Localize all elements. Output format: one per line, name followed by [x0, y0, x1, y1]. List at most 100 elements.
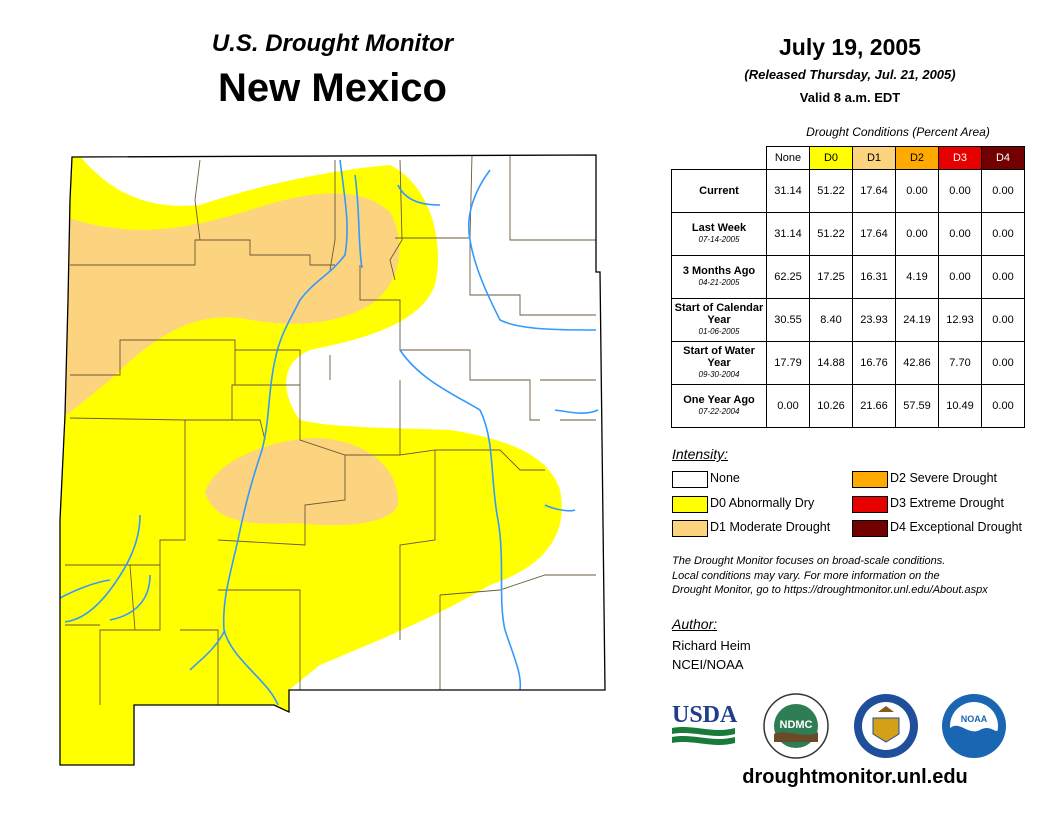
- table-cell: 0.00: [938, 169, 982, 213]
- legend-label: None: [710, 471, 740, 485]
- drought-map: [59, 154, 606, 766]
- table-cell: 10.49: [938, 384, 982, 428]
- row-date: 09-30-2004: [698, 370, 740, 379]
- table-cell: 0.00: [895, 212, 939, 256]
- author-title: Author:: [672, 616, 718, 632]
- note-line-2: Local conditions may vary. For more info…: [672, 569, 940, 582]
- table-header-row: None D0 D1 D2 D3 D4: [672, 146, 1025, 170]
- drought-conditions-table: None D0 D1 D2 D3 D4 Current 31.14 51.22 17.…: [671, 146, 1025, 428]
- usda-logo: USDA: [672, 702, 738, 745]
- rivers: [60, 159, 599, 706]
- table-row: 3 Months Ago 04-21-2005 62.25 17.25 16.31 4.1…: [671, 255, 1025, 299]
- table-cell: 51.22: [809, 169, 853, 213]
- legend-swatch: [672, 520, 708, 537]
- table-cell: 0.00: [981, 255, 1025, 299]
- drought-areas: [60, 155, 605, 765]
- legend-label: D0 Abnormally Dry: [710, 496, 815, 510]
- noaa-logo: NOAA: [942, 694, 1006, 758]
- legend-label: D4 Exceptional Drought: [890, 520, 1023, 534]
- table-cell: 62.25: [766, 255, 810, 299]
- table-row: One Year Ago 07-22-2004 0.00 10.26 21.66 57.5…: [671, 384, 1025, 428]
- area-d1-south: [205, 438, 399, 526]
- footer-url[interactable]: droughtmonitor.unl.edu: [742, 766, 968, 788]
- noaa-logo-text: NOAA: [961, 714, 988, 724]
- valid-date: July 19, 2005: [779, 34, 921, 60]
- table-cell: 0.00: [766, 384, 810, 428]
- row-label: Start of Water Year 09-30-2004: [671, 341, 767, 385]
- county-lines: [65, 155, 596, 705]
- release-date: (Released Thursday, Jul. 21, 2005): [744, 67, 956, 82]
- table-cell: 0.00: [981, 298, 1025, 342]
- table-cell: 31.14: [766, 212, 810, 256]
- table-row: Current 31.14 51.22 17.64 0.00 0.00 0.00: [671, 169, 1025, 213]
- legend-label: D1 Moderate Drought: [710, 520, 831, 534]
- note-line-3: Drought Monitor, go to https://droughtmo…: [672, 584, 988, 596]
- table-row: Start of Water Year 09-30-2004 17.79 14.88 1…: [671, 341, 1025, 385]
- table-cell: 24.19: [895, 298, 939, 342]
- row-label-text: 3 Months Ago: [682, 265, 756, 277]
- table-cell: 8.40: [809, 298, 853, 342]
- ndmc-logo-text: NDMC: [780, 719, 813, 731]
- header-d3: D3: [938, 146, 982, 170]
- table-cell: 0.00: [938, 212, 982, 256]
- row-label-text: One Year Ago: [683, 394, 755, 406]
- legend-swatch: [672, 496, 708, 513]
- row-label: Start of Calendar Year 01-06-2005: [671, 298, 767, 342]
- table-cell: 17.25: [809, 255, 853, 299]
- table-cell: 31.14: [766, 169, 810, 213]
- author-org: NCEI/NOAA: [672, 657, 744, 672]
- row-label: Last Week 07-14-2005: [671, 212, 767, 256]
- row-date: 04-21-2005: [698, 278, 740, 287]
- legend-swatch: [852, 471, 888, 488]
- row-label-text: Start of Calendar Year: [674, 302, 764, 326]
- area-d1-north: [60, 193, 400, 418]
- row-label-text: Last Week: [691, 222, 747, 234]
- legend-swatch: [852, 520, 888, 537]
- legend-swatch: [672, 471, 708, 488]
- table-cell: 30.55: [766, 298, 810, 342]
- legend-label: D3 Extreme Drought: [890, 496, 1004, 510]
- table-cell: 0.00: [895, 169, 939, 213]
- table-cell: 57.59: [895, 384, 939, 428]
- row-label: Current: [671, 169, 767, 213]
- table-corner: [672, 147, 767, 170]
- row-label-text: Current: [699, 185, 739, 197]
- row-date: 01-06-2005: [698, 327, 740, 336]
- valid-time: Valid 8 a.m. EDT: [799, 90, 901, 105]
- table-cell: 14.88: [809, 341, 853, 385]
- table-cell: 0.00: [981, 212, 1025, 256]
- legend-title: Intensity:: [672, 446, 729, 462]
- usda-logo-text: USDA: [672, 702, 738, 728]
- table-cell: 4.19: [895, 255, 939, 299]
- legend-swatch: [852, 496, 888, 513]
- table-cell: 17.64: [852, 212, 896, 256]
- row-date: 07-22-2004: [698, 407, 740, 416]
- table-cell: 12.93: [938, 298, 982, 342]
- agency-logos: USDA NDMC NOAA: [672, 693, 1006, 759]
- table-cell: 10.26: [809, 384, 853, 428]
- note-line-1: The Drought Monitor focuses on broad-sca…: [672, 555, 946, 567]
- table-cell: 7.70: [938, 341, 982, 385]
- commerce-seal: [854, 694, 918, 758]
- row-label: 3 Months Ago 04-21-2005: [671, 255, 767, 299]
- header-d0: D0: [809, 146, 853, 170]
- map-subtitle: U.S. Drought Monitor: [211, 30, 454, 57]
- map-title: New Mexico: [218, 66, 447, 110]
- table-cell: 17.64: [852, 169, 896, 213]
- table-cell: 0.00: [938, 255, 982, 299]
- table-cell: 17.79: [766, 341, 810, 385]
- table-row: Start of Calendar Year 01-06-2005 30.55 8.4…: [671, 298, 1025, 342]
- header-d1: D1: [852, 146, 896, 170]
- ndmc-logo: NDMC: [763, 693, 829, 759]
- table-caption: Drought Conditions (Percent Area): [806, 125, 990, 139]
- table-cell: 51.22: [809, 212, 853, 256]
- disclaimer-note: The Drought Monitor focuses on broad-sca…: [672, 554, 1047, 598]
- table-body: Current 31.14 51.22 17.64 0.00 0.00 0.00 Last W…: [671, 169, 1025, 428]
- header-none: None: [766, 146, 810, 170]
- table-cell: 0.00: [981, 384, 1025, 428]
- table-cell: 21.66: [852, 384, 896, 428]
- header-d4: D4: [981, 146, 1025, 170]
- row-label-text: Start of Water Year: [683, 345, 755, 369]
- legend-label: D2 Severe Drought: [890, 471, 998, 485]
- table-cell: 0.00: [981, 169, 1025, 213]
